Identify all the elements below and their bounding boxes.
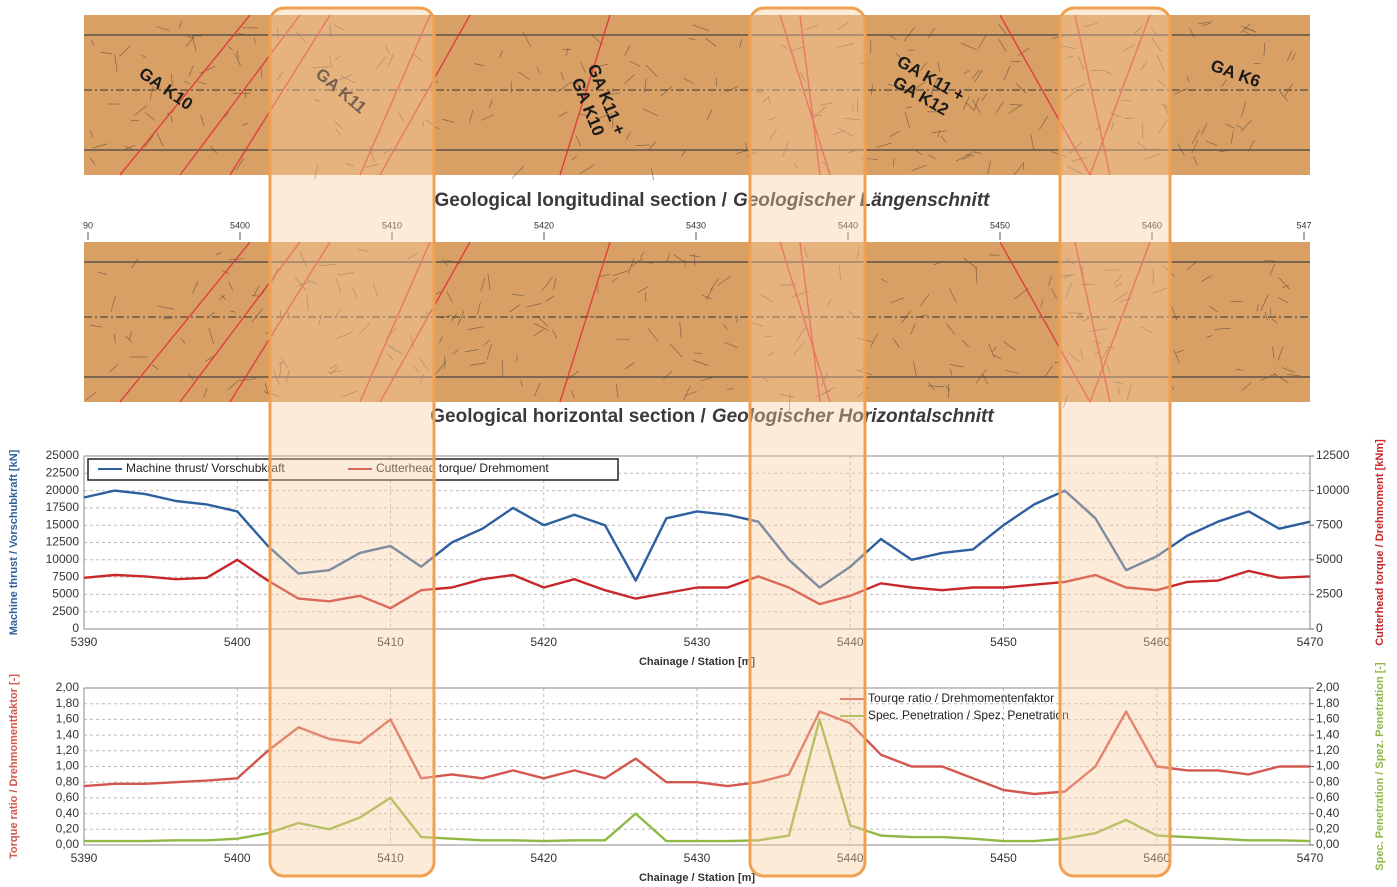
scale-label: 5430 [686,220,706,230]
x-tick-label: 5450 [990,851,1017,865]
y-tick-label: 5000 [52,587,79,601]
caption-en: Geological horizontal section / [430,406,706,427]
y2-tick-label: 1,40 [1316,727,1340,741]
scale-label: 90 [83,220,93,230]
x-tick-label: 5430 [684,851,711,865]
y-tick-label: 0,20 [56,821,80,835]
y-tick-label: 2,00 [56,680,80,694]
legend-label: Spec. Penetration / Spez. Penetration [868,708,1069,722]
y2-tick-label: 1,60 [1316,712,1340,726]
y-tick-label: 15000 [46,517,80,531]
y2-tick-label: 2,00 [1316,680,1340,694]
caption-en: Geological longitudinal section / [435,190,728,211]
y2-tick-label: 0,00 [1316,837,1340,851]
y-tick-label: 1,60 [56,712,80,726]
x-tick-label: 5420 [530,635,557,649]
x-axis-title: Chainage / Station [m] [639,872,755,884]
y-tick-label: 0 [72,621,79,635]
y2-axis-title: Spec. Penetration / Spez. Penetration [-… [1374,662,1386,871]
x-tick-label: 5450 [990,635,1017,649]
y2-axis-title: Cutterhead torque / Drehmoment [kNm] [1374,439,1386,646]
y-tick-label: 12500 [46,535,80,549]
y-tick-label: 2500 [52,604,79,618]
y-axis-title: Machine thrust / Vorschubkraft [kN] [8,449,20,635]
y-tick-label: 0,00 [56,837,80,851]
y2-tick-label: 0,60 [1316,790,1340,804]
x-axis-title: Chainage / Station [m] [639,656,755,668]
scale-label: 547 [1296,220,1311,230]
x-tick-label: 5390 [71,635,98,649]
x-tick-label: 5420 [530,851,557,865]
section-caption: Geological longitudinal section /Geologi… [435,190,991,211]
y-tick-label: 1,40 [56,727,80,741]
y-tick-label: 1,80 [56,696,80,710]
y-tick-label: 1,20 [56,743,80,757]
highlight-zone [270,8,434,876]
section-caption: Geological horizontal section /Geologisc… [430,406,994,427]
x-tick-label: 5400 [224,851,251,865]
x-tick-label: 5400 [224,635,251,649]
y2-tick-label: 1,20 [1316,743,1340,757]
y-tick-label: 17500 [46,500,80,514]
y2-tick-label: 5000 [1316,552,1343,566]
scale-label: 5420 [534,220,554,230]
y2-tick-label: 2500 [1316,587,1343,601]
y2-tick-label: 10000 [1316,483,1350,497]
x-tick-label: 5390 [71,851,98,865]
y2-tick-label: 12500 [1316,448,1350,462]
y2-tick-label: 0,40 [1316,806,1340,820]
y-tick-label: 7500 [52,569,79,583]
legend-label: Tourqe ratio / Drehmomentenfaktor [868,691,1054,705]
x-tick-label: 5430 [684,635,711,649]
y-tick-label: 1,00 [56,759,80,773]
y-tick-label: 20000 [46,483,80,497]
highlight-zone [1060,8,1170,876]
y2-tick-label: 0,80 [1316,774,1340,788]
figure: GA K10GA K11GA K11 +GA K10GA K11 +GA K12… [0,0,1397,887]
x-tick-label: 5470 [1297,851,1324,865]
highlight-zone [750,8,865,876]
scale-label: 5450 [990,220,1010,230]
y-tick-label: 25000 [46,448,80,462]
y-tick-label: 10000 [46,552,80,566]
y-tick-label: 0,60 [56,790,80,804]
scale-label: 5400 [230,220,250,230]
y2-tick-label: 0 [1316,621,1323,635]
x-tick-label: 5470 [1297,635,1324,649]
y2-tick-label: 7500 [1316,517,1343,531]
y2-tick-label: 0,20 [1316,821,1340,835]
y-tick-label: 22500 [46,465,80,479]
y-tick-label: 0,80 [56,774,80,788]
y2-tick-label: 1,80 [1316,696,1340,710]
y2-tick-label: 1,00 [1316,759,1340,773]
y-tick-label: 0,40 [56,806,80,820]
y-axis-title: Torque ratio / Drehmomentfaktor [-] [8,674,20,859]
legend-label: Machine thrust/ Vorschubkraft [126,461,285,475]
